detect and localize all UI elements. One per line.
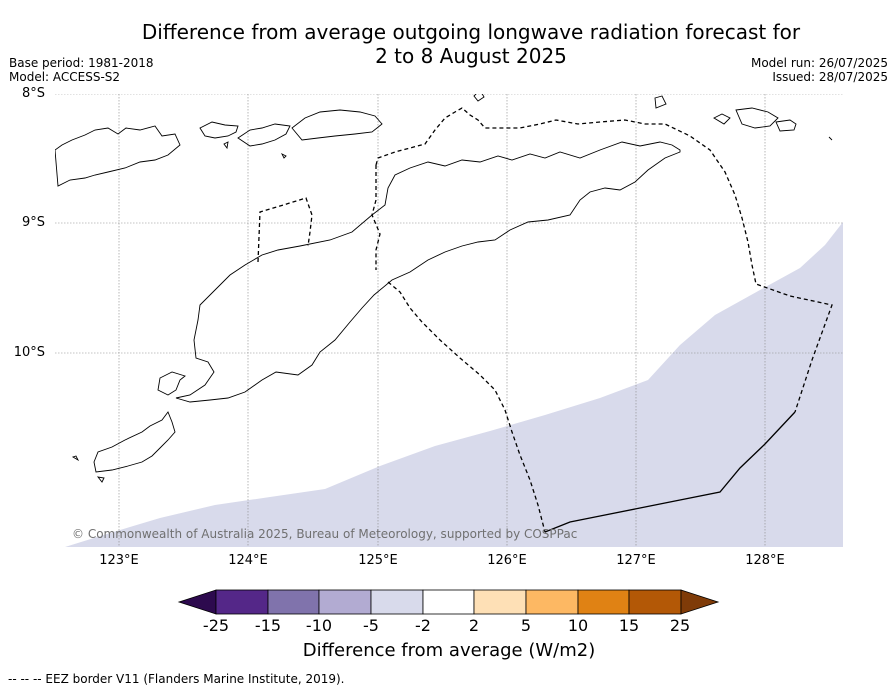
cb-tick-4: -5	[363, 616, 379, 635]
colorbar-bin-4	[370, 589, 424, 615]
map: © Commonwealth of Australia 2025, Bureau…	[55, 94, 843, 547]
colorbar-bin-2	[267, 589, 320, 615]
colorbar	[177, 589, 720, 615]
ndao-island	[96, 476, 105, 483]
cb-tick-8: 10	[567, 616, 589, 635]
small-islet	[71, 455, 80, 462]
alor-island	[199, 121, 239, 139]
colorbar-bin-1	[215, 589, 269, 615]
title-line-1: Difference from average outgoing longwav…	[141, 20, 801, 44]
lon-label-125e: 125°E	[358, 553, 398, 568]
wetar-island	[291, 109, 383, 141]
lon-label-127e: 127°E	[616, 553, 656, 568]
islet-2	[735, 107, 779, 129]
eez-segment-oecusse	[257, 197, 313, 263]
islet-5	[828, 136, 833, 141]
timor-island	[175, 141, 681, 403]
roti-island	[157, 371, 186, 396]
eez-segment-north	[375, 107, 833, 413]
colorbar-bin-7	[525, 589, 579, 615]
lon-label-126e: 126°E	[487, 553, 527, 568]
lon-label-124e: 124°E	[228, 553, 268, 568]
issued-date: Issued: 28/07/2025	[772, 70, 888, 84]
cb-tick-1: -25	[202, 616, 230, 635]
colorbar-extend-high	[680, 589, 720, 615]
eez-border	[257, 107, 833, 533]
eez-footer-note: -- -- -- EEZ border V11 (Flanders Marine…	[8, 672, 345, 686]
meta-left: Base period: 1981-2018 Model: ACCESS-S2	[9, 56, 154, 84]
colorbar-extend-low	[177, 589, 217, 615]
pantar-island	[237, 123, 291, 147]
lon-label-128e: 128°E	[745, 553, 785, 568]
colorbar-label: Difference from average (W/m2)	[302, 640, 596, 661]
colorbar-bin-8	[577, 589, 630, 615]
eez-segment-west	[371, 165, 381, 270]
maritime-boundary-solid	[544, 411, 796, 533]
colorbar-bin-5	[422, 589, 475, 615]
islet-3	[775, 119, 797, 132]
meta-right: Model run: 26/07/2025 Issued: 28/07/2025	[751, 56, 888, 84]
title-line-2: 2 to 8 August 2025	[375, 44, 567, 68]
cb-tick-10: 25	[669, 616, 691, 635]
lon-label-123e: 123°E	[99, 553, 139, 568]
lat-label-9s: 9°S	[21, 215, 45, 230]
model-run: Model run: 26/07/2025	[750, 56, 888, 70]
islet-4	[713, 113, 731, 125]
cb-tick-3: -10	[305, 616, 333, 635]
islet-7	[280, 152, 287, 159]
colorbar-bin-3	[318, 589, 372, 615]
lat-label-10s: 10°S	[13, 345, 45, 360]
cb-tick-6: 2	[468, 616, 480, 635]
flores-island	[55, 125, 181, 187]
cb-tick-9: 15	[618, 616, 640, 635]
atauro-island	[473, 94, 485, 102]
base-period: Base period: 1981-2018	[9, 56, 154, 70]
coastlines	[55, 94, 833, 483]
colorbar-bin-9	[628, 589, 682, 615]
cb-tick-2: -15	[254, 616, 282, 635]
lat-label-8s: 8°S	[21, 86, 45, 101]
chart-title: Difference from average outgoing longwav…	[0, 20, 896, 68]
eez-segment-south	[387, 281, 546, 533]
cb-tick-5: -2	[415, 616, 431, 635]
islet-6	[223, 141, 229, 150]
cb-tick-7: 5	[520, 616, 532, 635]
copyright-text: © Commonwealth of Australia 2025, Bureau…	[72, 527, 577, 541]
model-name: Model: ACCESS-S2	[9, 70, 121, 84]
islet-1	[654, 95, 667, 109]
semau-island	[93, 411, 176, 473]
colorbar-bin-6	[473, 589, 527, 615]
negative-anomaly-region	[65, 222, 843, 547]
